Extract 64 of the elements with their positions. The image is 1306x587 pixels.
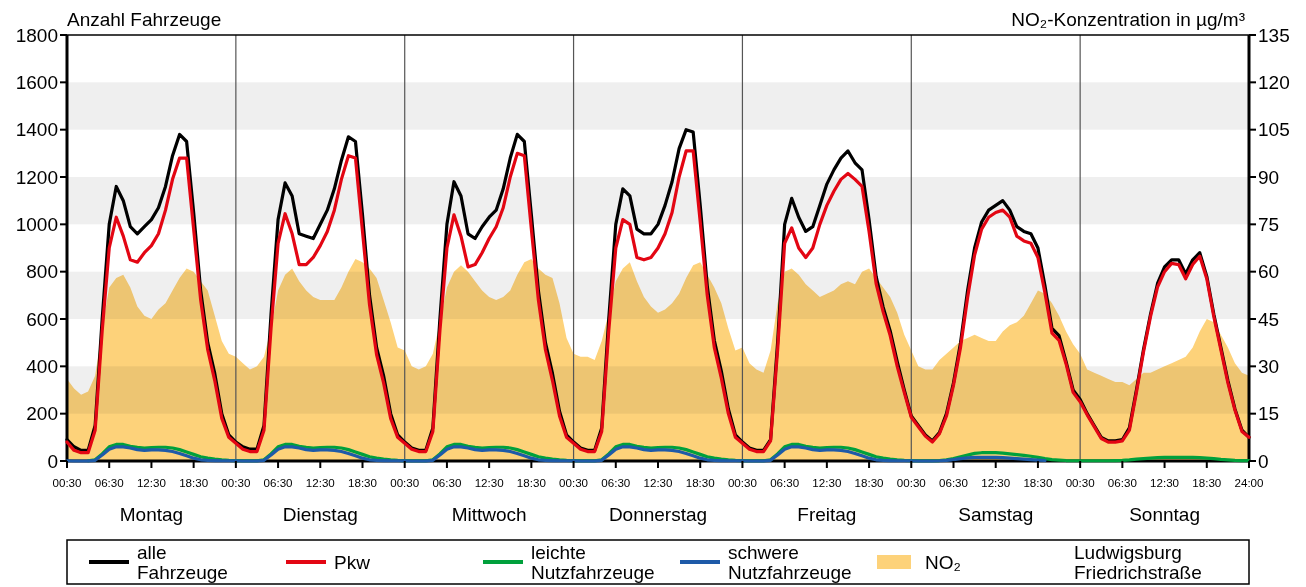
y-axis-title: Anzahl Fahrzeuge bbox=[67, 9, 222, 30]
y-tick-label: 0 bbox=[47, 450, 58, 472]
x-tick-label: 06:30 bbox=[263, 477, 293, 489]
x-tick-label: 12:30 bbox=[474, 477, 504, 489]
x-tick-label: 12:30 bbox=[812, 477, 842, 489]
text: Mittwoch bbox=[451, 504, 527, 525]
y-tick-label: 1800 bbox=[15, 24, 58, 46]
x-tick-label: 18:30 bbox=[685, 477, 715, 489]
x-tick-label: 12:30 bbox=[305, 477, 335, 489]
x-tick-label: 18:30 bbox=[179, 477, 209, 489]
x-tick-label: 06:30 bbox=[1107, 477, 1137, 489]
y-tick-label: 1200 bbox=[15, 166, 58, 188]
y2-tick-label: 45 bbox=[1258, 308, 1280, 330]
y2-tick-label: 0 bbox=[1258, 450, 1269, 472]
x-tick-label: 06:30 bbox=[94, 477, 124, 489]
x-tick-label: 18:30 bbox=[516, 477, 546, 489]
x-tick-label: 00:30 bbox=[52, 477, 82, 489]
legend-label: Pkw bbox=[334, 551, 371, 573]
x-tick-label: 18:30 bbox=[348, 477, 377, 489]
legend-label: schwere Nutzfahrzeuge bbox=[728, 541, 852, 583]
y2-tick-label: 120 bbox=[1258, 71, 1290, 93]
x-tick-label: 06:30 bbox=[432, 477, 462, 489]
x-tick-label: 00:30 bbox=[559, 477, 589, 489]
y2-tick-label: 60 bbox=[1258, 261, 1280, 283]
x-tick-label: 12:30 bbox=[643, 477, 673, 489]
text: Donnerstag bbox=[608, 504, 708, 525]
text: Montag bbox=[119, 504, 184, 525]
x-tick-label: 06:30 bbox=[939, 477, 968, 489]
x-tick-label: 18:30 bbox=[1023, 477, 1053, 489]
y2-tick-label: 90 bbox=[1258, 166, 1280, 188]
x-tick-label: 00:30 bbox=[896, 477, 926, 489]
x-tick-label: 12:30 bbox=[981, 477, 1011, 489]
x-tick-label: 00:30 bbox=[221, 477, 251, 489]
y2-tick-label: 75 bbox=[1258, 213, 1280, 235]
y2-axis-title: NO₂-Konzentration in µg/m³ bbox=[1011, 9, 1245, 30]
text: Sonntag bbox=[1129, 504, 1200, 525]
x-tick-label: 18:30 bbox=[1192, 477, 1222, 489]
text: Samstag bbox=[958, 504, 1034, 525]
y2-tick-label: 15 bbox=[1258, 403, 1280, 425]
x-tick-label: 18:30 bbox=[854, 477, 884, 489]
y-tick-label: 600 bbox=[26, 308, 58, 330]
text: Ludwigsburg Friedrichstraße bbox=[1074, 541, 1202, 583]
y2-tick-label: 135 bbox=[1258, 24, 1290, 46]
y-tick-label: 400 bbox=[26, 355, 58, 377]
y-tick-label: 1600 bbox=[15, 71, 58, 93]
legend-label: NO₂ bbox=[925, 551, 961, 573]
x-tick-label: 00:30 bbox=[727, 477, 757, 489]
x-tick-label: 12:30 bbox=[1150, 477, 1180, 489]
y2-tick-label: 30 bbox=[1258, 355, 1280, 377]
legend-label: leichte Nutzfahrzeuge bbox=[531, 541, 655, 583]
text: Dienstag bbox=[282, 504, 358, 525]
y-tick-label: 1400 bbox=[15, 119, 58, 141]
x-tick-label: 12:30 bbox=[136, 477, 166, 489]
legend-label: alle Fahrzeuge bbox=[137, 541, 228, 583]
y-tick-label: 800 bbox=[26, 261, 58, 283]
text: Freitag bbox=[797, 504, 857, 525]
y-tick-label: 1000 bbox=[15, 213, 58, 235]
x-tick-label: 00:30 bbox=[1065, 477, 1095, 489]
x-tick-label: 06:30 bbox=[770, 477, 800, 489]
x-tick-label: 06:30 bbox=[601, 477, 631, 489]
y-tick-label: 200 bbox=[26, 403, 58, 425]
x-tick-label: 00:30 bbox=[390, 477, 420, 489]
y2-tick-label: 105 bbox=[1258, 119, 1290, 141]
x-tick-label: 24:00 bbox=[1234, 477, 1264, 489]
